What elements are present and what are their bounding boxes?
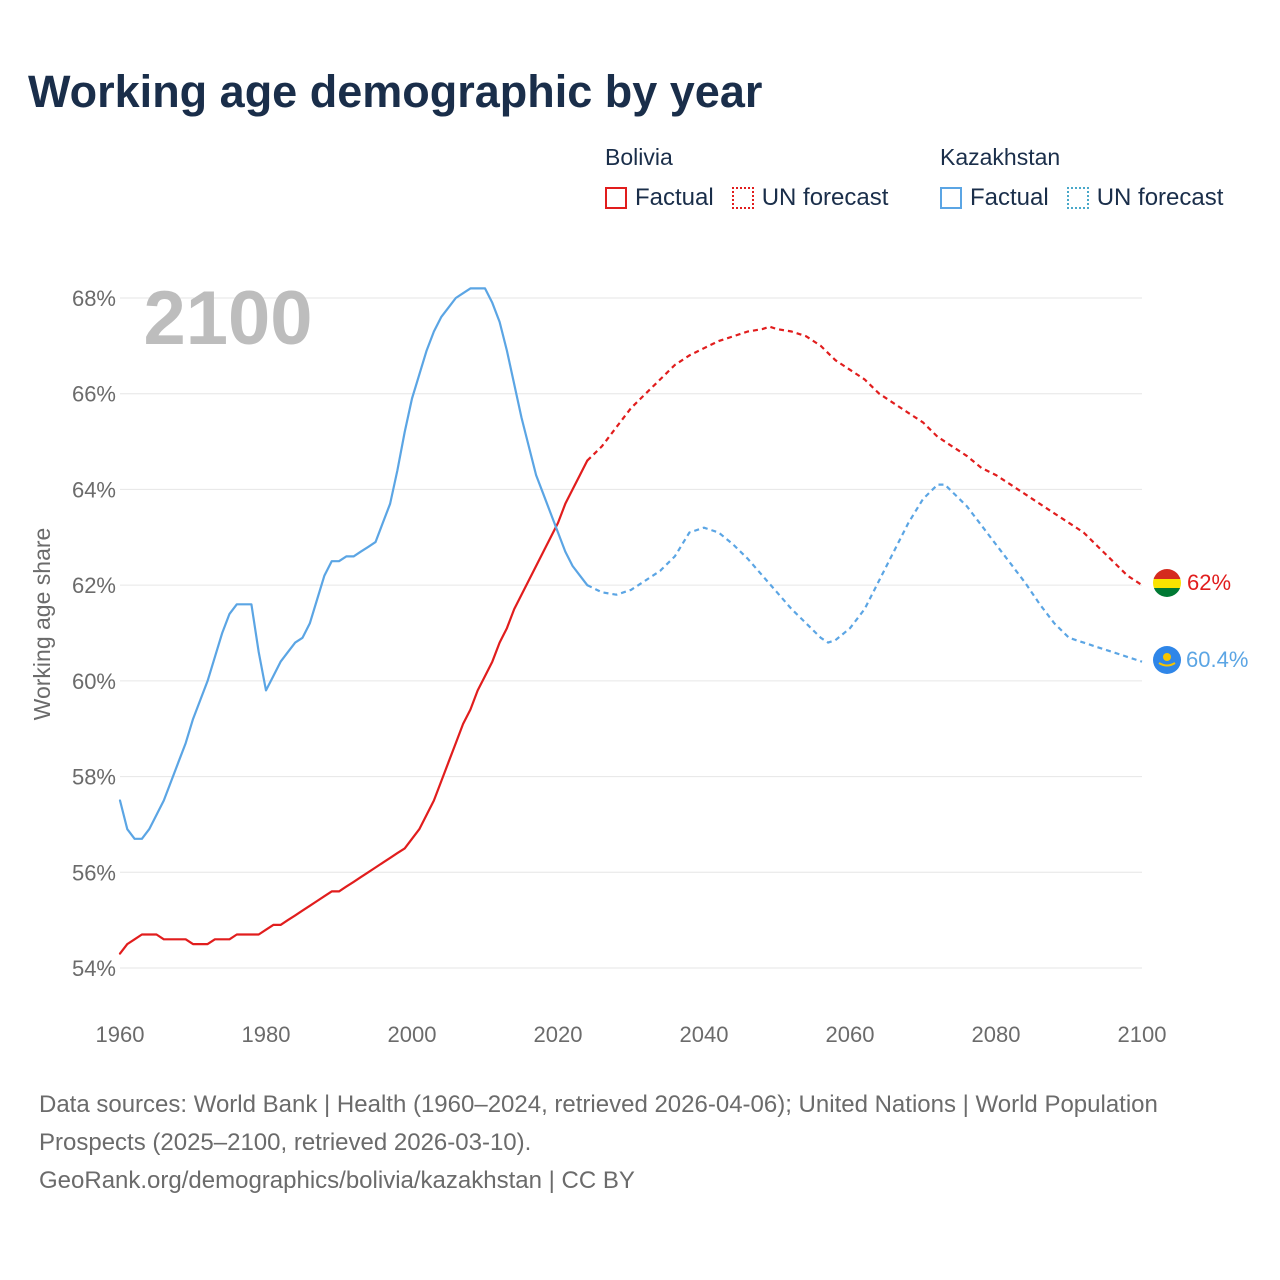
- x-tick-label: 1980: [242, 1022, 291, 1047]
- y-tick-label: 64%: [72, 477, 116, 502]
- series-line-bolivia-factual[interactable]: [118, 459, 589, 955]
- y-tick-label: 68%: [72, 286, 116, 311]
- line-chart: 54% 56% 58% 60% 62% 64% 66% 68% 1960 1980 2000 202…: [29, 276, 1248, 1047]
- y-tick-label: 66%: [72, 382, 116, 407]
- legend-item-bolivia-forecast[interactable]: UN forecast: [731, 184, 889, 212]
- legend-country-bolivia: Bolivia: [605, 144, 673, 170]
- legend-swatch-kazakhstan-factual: [940, 187, 962, 209]
- x-tick-label: 1960: [96, 1022, 145, 1047]
- x-axis-ticks: 1960 1980 2000 2020 2040 2060 2080 2100: [96, 1022, 1167, 1047]
- year-watermark: 2100: [143, 276, 312, 361]
- legend-label-bolivia-factual: Factual: [635, 184, 714, 211]
- flag-kazakhstan-icon: [1153, 646, 1181, 674]
- y-tick-label: 58%: [72, 765, 116, 790]
- legend-label-kazakhstan-forecast: UN forecast: [1096, 184, 1224, 211]
- footer-credit: GeoRank.org/demographics/bolivia/kazakhs…: [39, 1167, 635, 1194]
- x-tick-label: 2060: [826, 1022, 875, 1047]
- x-tick-label: 2020: [534, 1022, 583, 1047]
- legend-label-bolivia-forecast: UN forecast: [761, 184, 889, 211]
- end-label-kazakhstan: 60.4%: [1186, 647, 1248, 672]
- legend-item-bolivia-factual[interactable]: Factual: [605, 184, 714, 212]
- y-axis-label: Working age share: [29, 528, 55, 721]
- legend-swatch-bolivia-factual: [605, 187, 627, 209]
- grid-lines: [120, 297, 1142, 969]
- y-axis-ticks: 54% 56% 58% 60% 62% 64% 66% 68%: [72, 286, 116, 981]
- end-label-bolivia: 62%: [1187, 570, 1231, 595]
- y-tick-label: 60%: [72, 669, 116, 694]
- y-tick-label: 56%: [72, 860, 116, 885]
- legend-swatch-bolivia-forecast: [731, 187, 754, 209]
- x-tick-label: 2080: [972, 1022, 1021, 1047]
- x-tick-label: 2040: [680, 1022, 729, 1047]
- legend-kazakhstan: Kazakhstan Factual UN forecast: [940, 144, 1223, 211]
- footer-sources: Data sources: World Bank | Health (1960–…: [39, 1091, 1158, 1156]
- legend-item-kazakhstan-forecast[interactable]: UN forecast: [1066, 184, 1224, 212]
- x-tick-label: 2000: [388, 1022, 437, 1047]
- legend-bolivia: Bolivia Factual UN forecast: [605, 144, 888, 211]
- legend-country-kazakhstan: Kazakhstan: [940, 144, 1061, 170]
- y-tick-label: 62%: [72, 573, 116, 598]
- footer: Data sources: World Bank | Health (1960–…: [39, 1086, 1239, 1200]
- series-line-kazakhstan-factual[interactable]: [118, 287, 589, 840]
- x-tick-label: 2100: [1118, 1022, 1167, 1047]
- legend-swatch-kazakhstan-forecast: [1066, 187, 1089, 209]
- chart-title: Working age demographic by year: [28, 66, 763, 117]
- y-tick-label: 54%: [72, 956, 116, 981]
- series-line-bolivia-forecast[interactable]: [586, 325, 1143, 587]
- legend-label-kazakhstan-factual: Factual: [970, 184, 1049, 211]
- series-lines: [118, 287, 1143, 955]
- series-line-kazakhstan-forecast[interactable]: [586, 483, 1143, 663]
- legend-item-kazakhstan-factual[interactable]: Factual: [940, 184, 1049, 212]
- flag-bolivia-icon: [1153, 569, 1181, 597]
